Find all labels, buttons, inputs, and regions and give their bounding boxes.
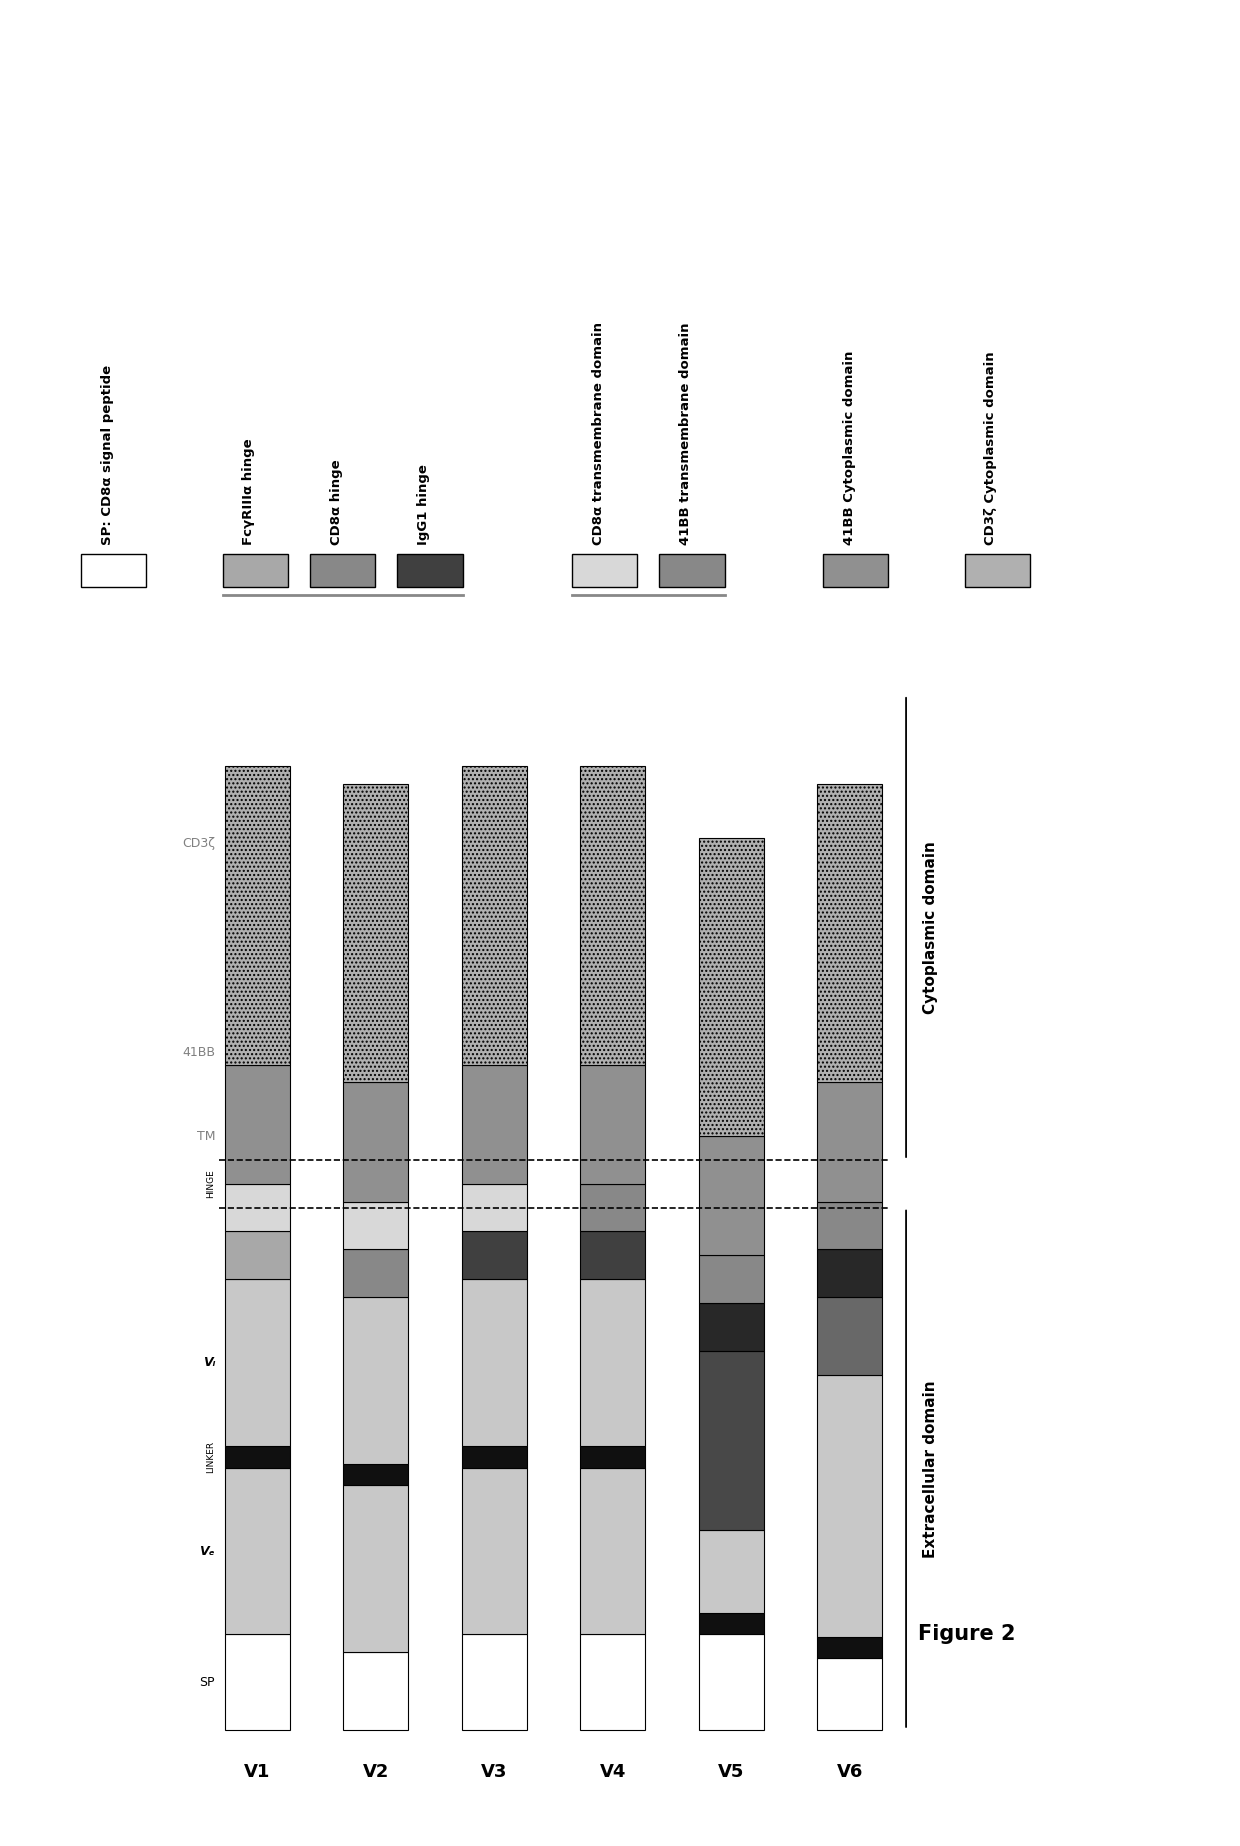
Bar — [343, 1298, 408, 1464]
Bar — [817, 1298, 883, 1375]
Bar — [660, 554, 724, 587]
Bar — [224, 1183, 290, 1231]
Bar — [580, 1468, 645, 1634]
Bar — [572, 554, 637, 587]
Bar — [698, 1135, 764, 1255]
Bar — [343, 1082, 408, 1202]
Bar — [698, 1613, 764, 1634]
Bar — [343, 1486, 408, 1652]
Bar — [461, 1183, 527, 1231]
Bar — [817, 785, 883, 1082]
Bar — [224, 1065, 290, 1183]
Bar — [823, 554, 888, 587]
Bar — [461, 1445, 527, 1468]
Text: TM: TM — [196, 1130, 215, 1143]
Text: IgG1 hinge: IgG1 hinge — [417, 465, 430, 546]
Bar — [223, 554, 288, 587]
Bar — [698, 1634, 764, 1730]
Text: Vₑ: Vₑ — [200, 1545, 215, 1558]
Text: HINGE: HINGE — [206, 1169, 215, 1198]
Bar — [224, 1634, 290, 1730]
Bar — [817, 1375, 883, 1637]
Bar — [343, 1652, 408, 1730]
Bar — [817, 1658, 883, 1730]
Bar — [461, 766, 527, 1065]
Text: CD3ζ Cytoplasmic domain: CD3ζ Cytoplasmic domain — [985, 353, 997, 546]
Text: CD3ζ: CD3ζ — [182, 838, 215, 851]
Bar — [310, 554, 376, 587]
Bar — [580, 1231, 645, 1279]
Bar — [698, 838, 764, 1135]
Bar — [461, 1279, 527, 1445]
Text: 41BB transmembrane domain: 41BB transmembrane domain — [680, 323, 692, 546]
Bar — [817, 1082, 883, 1202]
Text: Vₗ: Vₗ — [202, 1357, 215, 1370]
Bar — [461, 1468, 527, 1634]
Text: CD8α transmembrane domain: CD8α transmembrane domain — [591, 323, 605, 546]
Bar — [224, 1468, 290, 1634]
Bar — [580, 1279, 645, 1445]
Bar — [81, 554, 146, 587]
Text: FcγRIIIα hinge: FcγRIIIα hinge — [243, 439, 255, 546]
Bar — [580, 1065, 645, 1183]
Bar — [698, 1530, 764, 1613]
Text: LINKER: LINKER — [206, 1440, 215, 1473]
Bar — [461, 1634, 527, 1730]
Text: 41BB Cytoplasmic domain: 41BB Cytoplasmic domain — [843, 351, 856, 546]
Bar — [698, 1255, 764, 1303]
Bar — [698, 1351, 764, 1530]
Bar — [580, 1183, 645, 1231]
Bar — [817, 1250, 883, 1298]
Bar — [343, 1250, 408, 1298]
Bar — [224, 1445, 290, 1468]
Text: CD8α hinge: CD8α hinge — [330, 460, 342, 546]
Text: SP: SP — [200, 1676, 215, 1689]
Bar — [817, 1637, 883, 1658]
Bar — [461, 1231, 527, 1279]
Bar — [965, 554, 1030, 587]
Bar — [397, 554, 463, 587]
Bar — [580, 1634, 645, 1730]
Bar — [580, 766, 645, 1065]
Bar — [224, 766, 290, 1065]
Bar — [343, 1202, 408, 1250]
Text: SP: CD8α signal peptide: SP: CD8α signal peptide — [100, 366, 114, 546]
Text: 41BB: 41BB — [182, 1047, 215, 1060]
Text: Figure 2: Figure 2 — [919, 1624, 1016, 1643]
Bar — [343, 785, 408, 1082]
Bar — [580, 1445, 645, 1468]
Bar — [343, 1464, 408, 1486]
Bar — [698, 1303, 764, 1351]
Text: Cytoplasmic domain: Cytoplasmic domain — [923, 842, 937, 1013]
Bar — [461, 1065, 527, 1183]
Bar — [817, 1202, 883, 1250]
Bar — [224, 1279, 290, 1445]
Text: Extracellular domain: Extracellular domain — [923, 1381, 937, 1558]
Bar — [224, 1231, 290, 1279]
